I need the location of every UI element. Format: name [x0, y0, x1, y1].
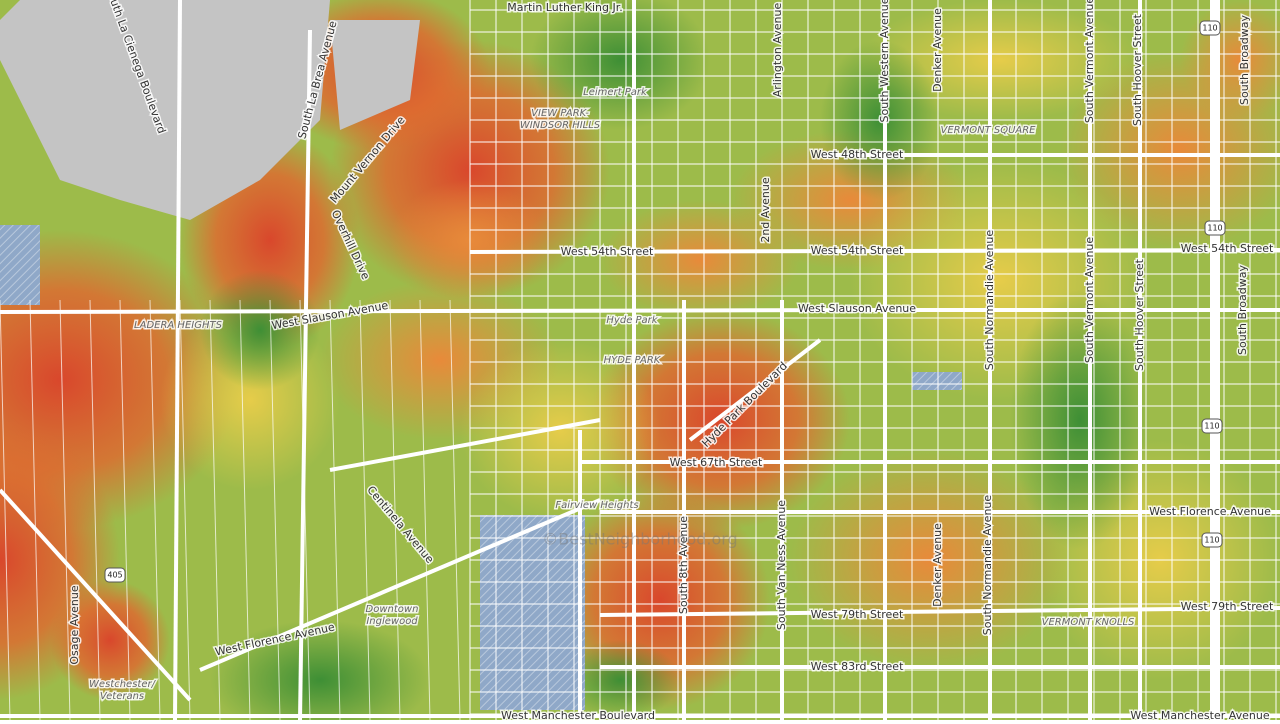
- street-label: South Normandie Avenue: [983, 230, 996, 371]
- place-label: LADERA HEIGHTS: [134, 320, 223, 331]
- place-label: Inglewood: [366, 616, 418, 627]
- street: [59, 299, 71, 721]
- place-label: Veterans: [100, 691, 144, 702]
- heat-blob: [460, 340, 660, 520]
- place-label: HYDE PARK: [604, 355, 662, 366]
- major-road: [469, 248, 1280, 254]
- major-road: [173, 0, 182, 721]
- street-label: West Manchester Avenue: [1130, 709, 1269, 720]
- heat-blob: [1010, 290, 1150, 550]
- place-label: Hyde Park: [606, 315, 658, 326]
- place-label: WINDSOR HILLS: [520, 120, 601, 131]
- major-road: [0, 488, 192, 702]
- street-label: West 67th Street: [670, 456, 763, 469]
- street-label: Arlington Avenue: [771, 3, 784, 98]
- street-label: Denker Avenue: [931, 8, 944, 92]
- street: [0, 299, 11, 721]
- street-label: South Vermont Avenue: [1083, 237, 1096, 364]
- street: [269, 299, 281, 721]
- place-label: Leimert Park: [583, 87, 648, 98]
- street-label: South Hoover Street: [1131, 13, 1144, 126]
- shield-bg: [1201, 532, 1223, 548]
- street-label: West 54th Street: [561, 245, 654, 258]
- street-label: Martin Luther King Jr.: [507, 1, 623, 14]
- major-road: [688, 338, 822, 442]
- highway-shield: 110: [1204, 536, 1219, 545]
- street-label: West 54th Street: [1181, 242, 1274, 255]
- watermark: ©BestNeighborhood.org: [542, 530, 737, 549]
- street: [179, 299, 191, 721]
- shield-bg: [1199, 20, 1221, 36]
- no-data: [0, 0, 330, 220]
- place-label: VERMONT SQUARE: [940, 125, 1036, 136]
- street-label: West 79th Street: [1181, 600, 1274, 613]
- heat-blob: [50, 580, 170, 700]
- street-label: 2nd Avenue: [759, 177, 772, 243]
- street: [449, 299, 461, 721]
- place-label: Downtown: [366, 604, 419, 615]
- street-label: West Florence Avenue: [1149, 505, 1271, 518]
- street-label: South Western Avenue: [878, 0, 891, 122]
- place-label: VERMONT KNOLLS: [1042, 617, 1135, 628]
- street-label: South Normandie Avenue: [981, 495, 994, 636]
- street: [29, 299, 41, 721]
- park: [480, 515, 585, 710]
- major-road: [199, 498, 601, 672]
- street: [209, 299, 221, 721]
- street-label: West Slauson Avenue: [798, 302, 916, 315]
- street-label: West Manchester Boulevard: [501, 709, 655, 720]
- street-label: South Hoover Street: [1133, 258, 1146, 371]
- highway-shield: 110: [1202, 24, 1217, 33]
- major-road: [298, 29, 312, 721]
- major-road: [329, 418, 601, 472]
- heat-blob: [560, 640, 680, 720]
- major-road: [599, 606, 1280, 617]
- street-label: West 54th Street: [811, 244, 904, 257]
- street-label: South Broadway: [1238, 15, 1251, 105]
- street-label: Denker Avenue: [931, 523, 944, 607]
- place-label: VIEW PARK-: [531, 108, 589, 119]
- street: [419, 299, 431, 721]
- street: [359, 299, 371, 721]
- street: [329, 299, 341, 721]
- street-label: West 79th Street: [811, 608, 904, 621]
- park: [912, 372, 962, 390]
- shield-bg: [1204, 220, 1226, 236]
- street: [89, 299, 101, 721]
- place-label: Fairview Heights: [555, 500, 638, 511]
- street: [119, 299, 131, 721]
- heat-blob: [210, 620, 430, 724]
- no-data: [330, 20, 420, 130]
- street-label: South Vermont Avenue: [1083, 0, 1096, 123]
- shield-bg: [1201, 418, 1223, 434]
- shield-bg: [104, 567, 126, 583]
- highway-shield: 405: [107, 571, 122, 580]
- highway-shield: 110: [1204, 422, 1219, 431]
- street: [389, 299, 401, 721]
- park: [0, 225, 40, 305]
- street-label: West 48th Street: [811, 148, 904, 161]
- major-road: [0, 308, 901, 314]
- street-label: West 83rd Street: [811, 660, 904, 673]
- street-label: South Van Ness Avenue: [775, 500, 788, 630]
- place-label: Westchester/: [89, 679, 157, 690]
- street: [149, 299, 161, 721]
- highway-shield: 110: [1207, 224, 1222, 233]
- street-label: Osage Avenue: [68, 585, 81, 664]
- street-label: South 8th Avenue: [677, 516, 690, 614]
- heat-blob: [200, 270, 320, 390]
- street-label: South Broadway: [1236, 265, 1249, 355]
